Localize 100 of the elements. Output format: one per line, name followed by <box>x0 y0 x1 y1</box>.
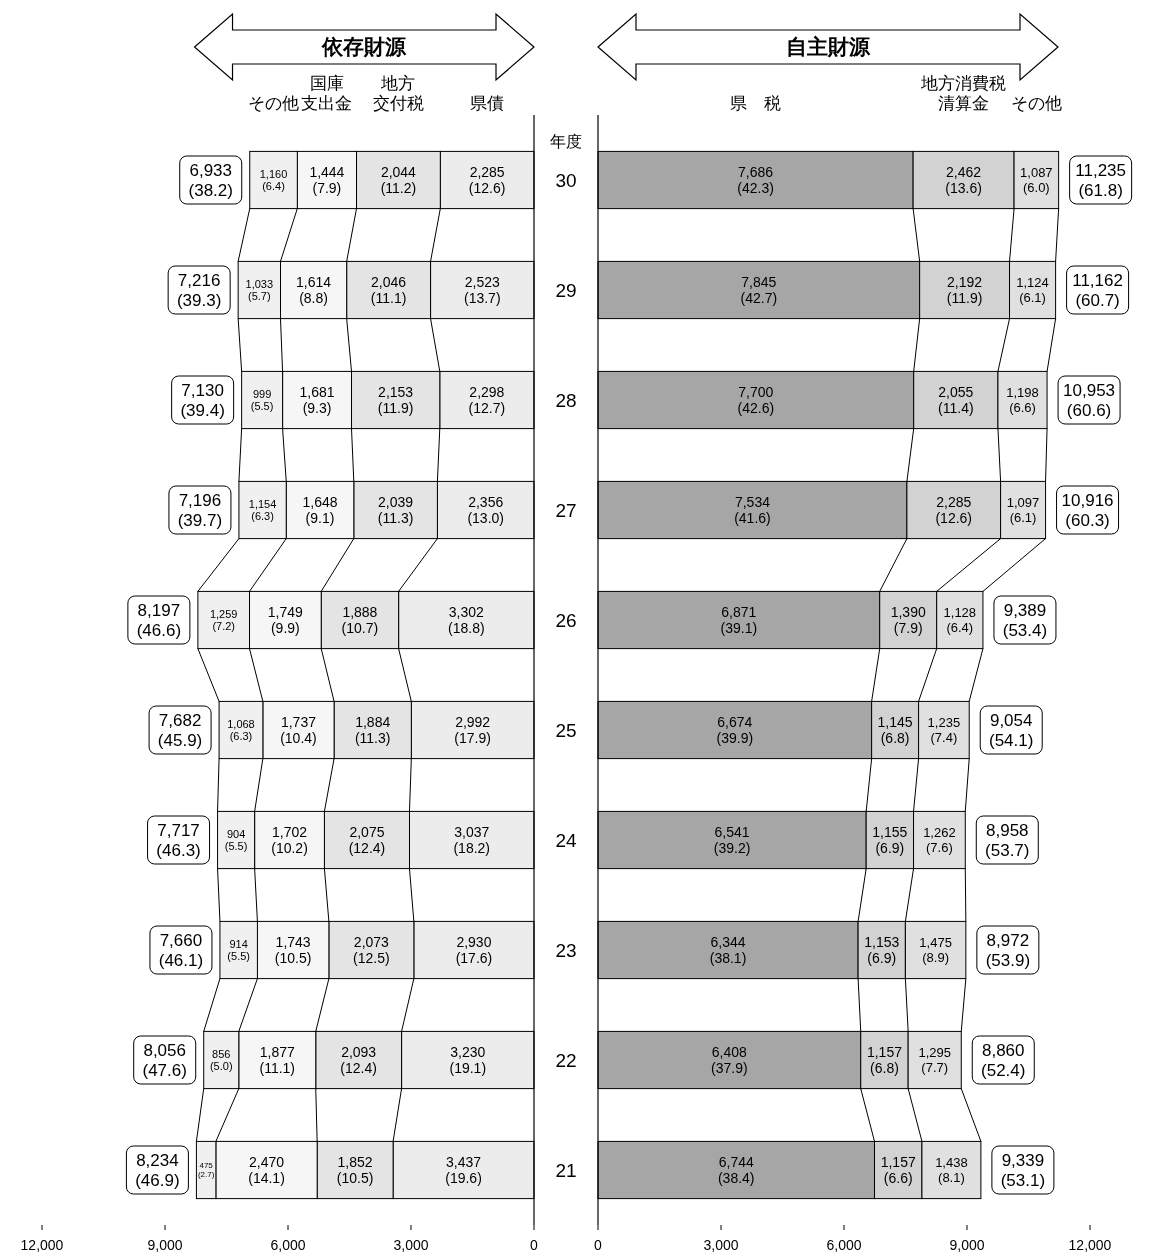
y-tick-label: 21 <box>555 1159 577 1181</box>
data-label: 2,093 (12.4) <box>340 1043 377 1076</box>
data-label: 2,462 (13.6) <box>945 163 982 196</box>
chart-title: 自主財源 <box>786 35 871 59</box>
series-names: 県 税 地方消費税清算金 その他 <box>730 74 1062 113</box>
data-label: 1,124 (6.1) <box>1016 275 1049 306</box>
chart-title: 依存財源 <box>321 35 408 59</box>
data-label: 904 (5.5) <box>224 827 248 853</box>
data-label: 1,155 (6.9) <box>872 823 908 856</box>
x-tick-label: 0 <box>530 1236 539 1253</box>
x-tick-label: 3,000 <box>393 1236 429 1253</box>
data-label: 7,845 (42.7) <box>740 273 778 306</box>
data-label: 2,930 (17.6) <box>455 933 493 966</box>
data-label: 2,075 (12.4) <box>348 823 386 856</box>
data-label: 1,068 (6.3) <box>227 717 255 743</box>
y-tick-label: 25 <box>555 719 577 741</box>
data-label: 1,743 (10.5) <box>274 933 312 966</box>
data-label: 1,145 (6.8) <box>877 713 913 746</box>
x-tick-label: 9,000 <box>949 1236 985 1253</box>
total-label: 8,197 (46.6) <box>136 601 182 640</box>
data-label: 2,073 (12.5) <box>353 933 390 966</box>
data-label: 2,046 (11.1) <box>370 273 407 306</box>
data-label: 1,033 (5.7) <box>245 277 274 303</box>
data-label: 2,992 (17.9) <box>454 713 491 746</box>
total-label: 11,235 (61.8) <box>1075 161 1126 200</box>
data-label: 1,475 (8.9) <box>919 935 952 966</box>
x-tick-label: 3,000 <box>703 1236 739 1253</box>
data-label: 1,160 (6.4) <box>259 167 288 193</box>
data-label: 999 (5.5) <box>250 387 274 413</box>
series-names: その他 国庫支出金 地方交付税 県債 <box>248 74 505 113</box>
data-label: 6,408 (37.9) <box>711 1043 748 1076</box>
data-label: 1,157 (6.8) <box>866 1043 903 1076</box>
data-label: 1,153 (6.9) <box>864 933 900 966</box>
data-label: 2,470 (14.1) <box>248 1153 285 1186</box>
total-label: 9,339 (53.1) <box>1000 1151 1046 1190</box>
total-label: 6,933 (38.2) <box>188 161 233 200</box>
y-tick-label: 28 <box>555 389 577 411</box>
data-label: 914 (5.5) <box>227 937 250 963</box>
total-label: 8,234 (46.9) <box>135 1151 180 1190</box>
data-label: 1,702 (10.2) <box>271 823 308 856</box>
data-label: 1,681 (9.3) <box>299 383 335 416</box>
data-label: 1,097 (6.1) <box>1006 495 1040 526</box>
total-label: 7,682 (45.9) <box>157 711 203 750</box>
y-axis-title: 年度 <box>550 132 582 150</box>
x-tick-label: 6,000 <box>826 1236 862 1253</box>
y-tick-label: 29 <box>555 279 577 301</box>
total-label: 8,860 (52.4) <box>981 1041 1026 1080</box>
data-label: 1,259 (7.2) <box>209 607 238 633</box>
data-label: 1,087 (6.0) <box>1020 165 1053 196</box>
y-tick-label: 30 <box>555 169 577 191</box>
y-tick-label: 27 <box>555 499 577 521</box>
data-label: 2,044 (11.2) <box>380 163 417 196</box>
x-tick-label: 0 <box>594 1236 603 1253</box>
data-label: 6,744 (38.4) <box>717 1153 755 1186</box>
data-label: 1,128 (6.4) <box>943 605 977 636</box>
data-label: 1,852 (10.5) <box>336 1153 374 1186</box>
total-label: 9,054 (54.1) <box>989 711 1034 750</box>
x-tick-label: 6,000 <box>270 1236 306 1253</box>
data-label: 1,749 (9.9) <box>267 603 304 636</box>
x-tick-label: 9,000 <box>147 1236 183 1253</box>
data-label: 1,877 (11.1) <box>259 1043 296 1076</box>
data-label: 3,037 (18.2) <box>453 823 491 856</box>
total-label: 8,056 (47.6) <box>142 1041 187 1080</box>
y-tick-label: 24 <box>555 829 577 851</box>
data-label: 2,192 (11.9) <box>946 273 983 306</box>
data-label: 6,541 (39.2) <box>713 823 751 856</box>
data-label: 1,888 (10.7) <box>341 603 379 636</box>
total-label: 10,916 (60.3) <box>1061 491 1114 530</box>
data-label: 1,614 (8.8) <box>296 273 332 306</box>
x-tick-label: 12,000 <box>1068 1236 1112 1253</box>
data-label: 1,198 (6.6) <box>1006 385 1039 416</box>
total-label: 9,389 (53.4) <box>1002 601 1048 640</box>
data-label: 1,884 (11.3) <box>354 713 391 746</box>
data-label: 1,235 (7.4) <box>927 715 961 746</box>
data-label: 1,154 (6.3) <box>248 497 277 523</box>
y-tick-label: 23 <box>555 939 577 961</box>
total-label: 7,216 (39.3) <box>176 271 222 310</box>
data-label: 3,437 (19.6) <box>445 1153 482 1186</box>
data-label: 7,686 (42.3) <box>737 163 774 196</box>
x-tick-label: 12,000 <box>20 1236 64 1253</box>
total-label: 8,972 (53.9) <box>985 931 1031 970</box>
total-label: 10,953 (60.6) <box>1063 381 1116 420</box>
data-label: 1,390 (7.9) <box>890 603 926 636</box>
total-label: 11,162 (60.7) <box>1072 271 1123 310</box>
data-label: 2,356 (13.0) <box>467 493 504 526</box>
data-label: 1,262 (7.6) <box>923 825 956 856</box>
data-label: 7,534 (41.6) <box>734 493 771 526</box>
total-label: 7,196 (39.7) <box>177 491 223 530</box>
y-tick-label: 26 <box>555 609 577 631</box>
data-label: 2,153 (11.9) <box>377 383 414 416</box>
data-label: 2,285 (12.6) <box>468 163 506 196</box>
data-label: 1,438 (8.1) <box>935 1155 968 1186</box>
data-label: 7,700 (42.6) <box>737 383 775 416</box>
data-label: 2,039 (11.3) <box>377 493 414 526</box>
data-label: 6,344 (38.1) <box>709 933 747 966</box>
data-label: 1,648 (9.1) <box>302 493 338 526</box>
total-label: 7,660 (46.1) <box>158 931 204 970</box>
data-label: 6,674 (39.9) <box>716 713 754 746</box>
y-tick-label: 22 <box>555 1049 577 1071</box>
data-label: 1,157 (6.6) <box>880 1153 916 1186</box>
